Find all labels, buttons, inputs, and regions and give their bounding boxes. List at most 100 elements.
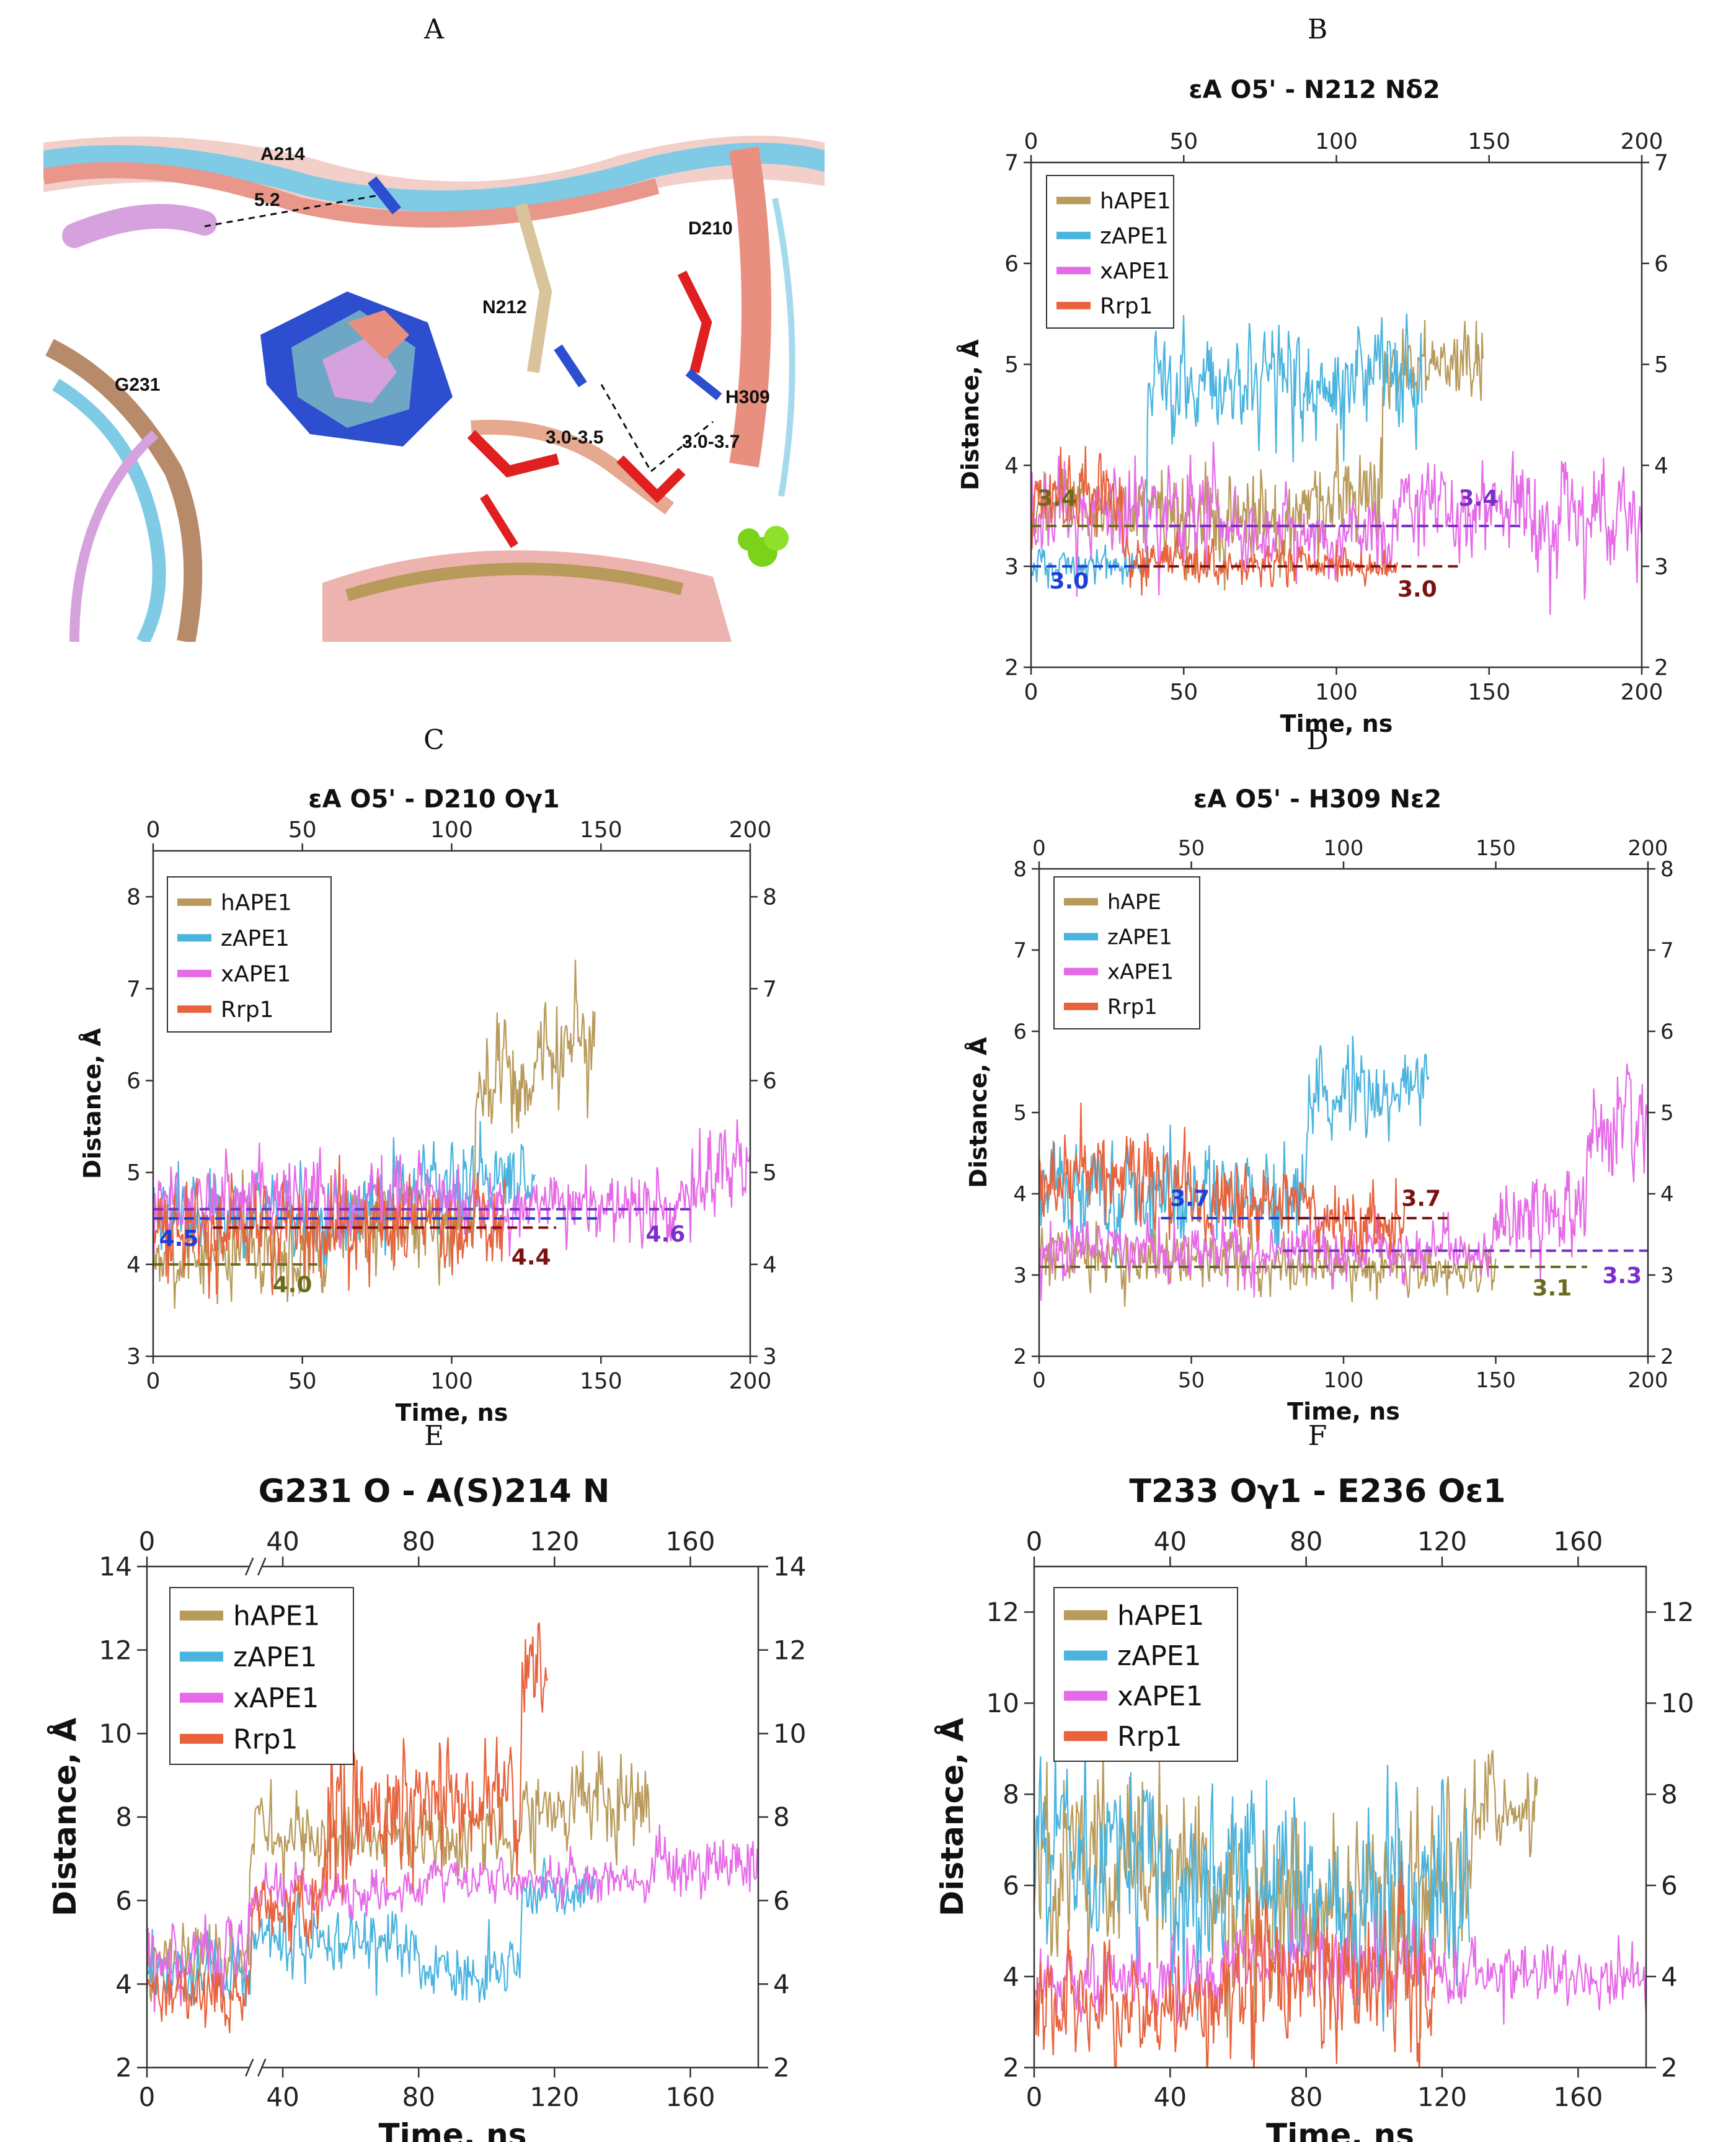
chart-d: εA O5' - H309 Nε2 3.1 3.3 3.7 3.7 0 0 50 50 100 10… [965, 785, 1674, 1425]
axis-break-mark [257, 1557, 267, 1576]
y-tick-label: 6 [1004, 251, 1019, 277]
x-tick-label-top: 50 [288, 817, 317, 843]
chart-title-e: G231 O - A(S)214 N [259, 1473, 610, 1510]
x-tick-label-top: 80 [1290, 1526, 1322, 1557]
chart-title-d: εA O5' - H309 Nε2 [1194, 785, 1442, 814]
legend-label: zAPE1 [1117, 1640, 1202, 1672]
y-tick-label-right: 8 [763, 885, 777, 910]
legend-label: zAPE1 [1107, 925, 1172, 949]
series-line-rrp1 [147, 1622, 549, 2033]
x-tick-label: 120 [1417, 2082, 1467, 2112]
series-line-rrp1 [1031, 446, 1399, 596]
x-tick-label: 50 [288, 1369, 317, 1394]
x-tick-label: 50 [1178, 1368, 1205, 1393]
x-tick-label-top: 120 [1417, 1526, 1467, 1557]
x-tick-label: 200 [729, 1369, 772, 1394]
y-tick-label: 10 [986, 1688, 1019, 1718]
series-line-xape1 [1031, 442, 1642, 615]
x-tick-label: 200 [1621, 680, 1663, 705]
y-tick-label-right: 2 [1654, 655, 1668, 681]
y-tick-label-right: 5 [1660, 1101, 1674, 1126]
x-tick-label-top: 40 [266, 1526, 299, 1557]
y-tick-label: 12 [986, 1597, 1019, 1627]
x-tick-label: 160 [1553, 2082, 1603, 2112]
x-tick-label-top: 50 [1169, 129, 1198, 154]
axis-break-mark [245, 1557, 254, 1576]
panel-letter-f: F [1308, 1420, 1327, 1452]
x-axis-label-f: Time, ns [1266, 2117, 1414, 2142]
panel-letter-b: B [1308, 14, 1327, 45]
x-tick-label: 0 [1024, 680, 1038, 705]
y-tick-label: 8 [1013, 857, 1027, 882]
y-tick-label-right: 5 [763, 1160, 777, 1186]
x-tick-label: 0 [146, 1369, 161, 1394]
x-tick-label: 0 [1032, 1368, 1046, 1393]
y-tick-label-right: 8 [1661, 1779, 1678, 1810]
x-tick-label-top: 150 [1476, 836, 1516, 861]
y-tick-label: 4 [1004, 453, 1019, 479]
chart-e: G231 O - A(S)214 N 0 0 40 40 80 80 120 120 160 160… [46, 1473, 806, 2142]
legend-label: Rrp1 [1107, 995, 1158, 1020]
x-tick-label: 120 [529, 2082, 579, 2112]
legend-label: Rrp1 [1100, 293, 1153, 319]
legend-label: hAPE1 [221, 890, 292, 915]
y-tick-label: 8 [115, 1802, 132, 1833]
series-line-xape1 [1034, 1903, 1646, 2027]
x-tick-label: 40 [1154, 2082, 1187, 2112]
y-tick-label-right: 4 [1661, 1962, 1678, 1992]
chart-c: εA O5' - D210 Oγ1 4.0 4.6 4.5 4.4 0 0 50 50 100 10… [79, 785, 777, 1426]
series-line-zape1 [1031, 313, 1423, 589]
chart-f: T233 Oγ1 - E236 Oε1 0 0 40 40 80 80 120 120 160 16… [934, 1473, 1694, 2142]
x-tick-label-top: 50 [1178, 836, 1205, 861]
series-line-hape1 [1031, 319, 1484, 591]
y-tick-label: 2 [115, 2053, 132, 2083]
residue-label-d210: D210 [688, 218, 733, 239]
x-tick-label: 0 [139, 2082, 156, 2112]
x-axis-label-d: Time, ns [1287, 1398, 1400, 1425]
mean-label: 3.7 [1401, 1186, 1441, 1212]
residue-label-g231: G231 [115, 375, 160, 395]
x-axis-label-c: Time, ns [396, 1399, 508, 1426]
mean-label: 3.4 [1459, 486, 1499, 512]
series-line-xape1 [153, 1119, 750, 1281]
y-axis-label-b: Distance, Å [957, 339, 984, 491]
x-tick-label: 150 [1468, 680, 1510, 705]
y-tick-label: 4 [126, 1252, 141, 1278]
y-axis-label-c: Distance, Å [79, 1028, 106, 1179]
y-tick-label: 8 [126, 885, 141, 910]
mean-label: 3.0 [1050, 569, 1089, 594]
mean-label: 3.7 [1170, 1186, 1210, 1212]
series-line-rrp1 [1039, 1102, 1406, 1263]
x-tick-label: 200 [1628, 1368, 1668, 1393]
y-tick-label-right: 4 [1654, 453, 1668, 479]
chart-title-b: εA O5' - N212 Nδ2 [1189, 76, 1440, 104]
x-tick-label-top: 40 [1154, 1526, 1187, 1557]
x-tick-label-top: 150 [580, 817, 622, 843]
x-tick-label-top: 0 [146, 817, 161, 843]
y-tick-label-right: 6 [773, 1885, 790, 1916]
y-tick-label-right: 12 [1661, 1597, 1694, 1627]
residue-label-h309: H309 [725, 387, 770, 407]
distance-label-5-2: 5.2 [254, 190, 280, 210]
x-tick-label: 160 [665, 2082, 715, 2112]
y-tick-label-right: 6 [763, 1069, 777, 1094]
y-tick-label-right: 4 [773, 1969, 790, 1999]
legend-label: Rrp1 [221, 997, 274, 1023]
x-tick-label: 0 [1026, 2082, 1043, 2112]
x-tick-label-top: 120 [529, 1526, 579, 1557]
structure-panel: A214 D210 N212 G231 H309 5.2 3.0-3.5 3.0… [43, 125, 825, 642]
panel-letter-e: E [424, 1420, 444, 1452]
y-tick-label: 6 [1013, 1020, 1027, 1044]
mean-label: 4.5 [159, 1226, 199, 1251]
panel-letter-d: D [1306, 724, 1328, 756]
y-tick-label-right: 12 [773, 1635, 806, 1665]
mean-label: 3.3 [1602, 1263, 1642, 1289]
x-tick-label-top: 100 [1315, 129, 1358, 154]
y-tick-label-right: 3 [763, 1344, 777, 1370]
axis-break-mark [245, 2058, 254, 2077]
legend-label: Rrp1 [1117, 1721, 1182, 1753]
legend-label: zAPE1 [221, 926, 290, 951]
y-tick-label: 5 [1004, 352, 1019, 378]
y-tick-label-right: 5 [1654, 352, 1668, 378]
